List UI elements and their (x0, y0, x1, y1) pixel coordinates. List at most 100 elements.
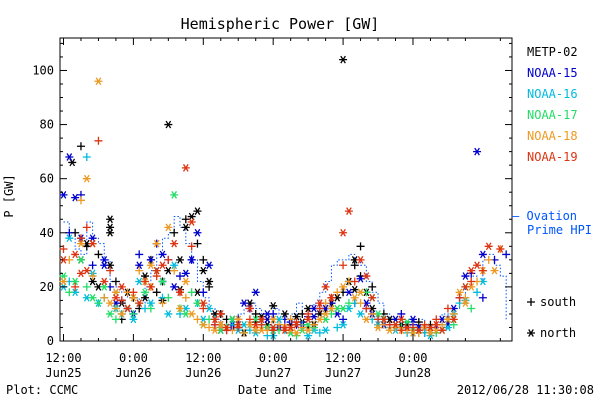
noaa-19-north-point (245, 304, 254, 313)
noaa-19-north-point (321, 283, 330, 291)
y-tick-label: 40 (40, 226, 54, 240)
metp-02-south-point (205, 282, 214, 291)
metp-02-north-point (88, 277, 97, 286)
noaa-18-north-point (175, 304, 184, 313)
legend-south-symbol (527, 298, 535, 306)
noaa-18-south-point (88, 272, 97, 281)
noaa-18-north-point (117, 310, 126, 318)
noaa-19-north-point (199, 299, 208, 307)
noaa-19-north-point (362, 272, 371, 280)
ovation-legend-line2: Prime HPI (527, 223, 592, 237)
noaa-15-south-point (175, 272, 184, 281)
y-tick-label: 0 (47, 334, 54, 348)
x-axis-label: Date and Time (238, 383, 332, 397)
noaa-19-north-point (397, 315, 406, 324)
noaa-16-north-point (356, 310, 365, 318)
noaa-19-north-point (461, 283, 470, 291)
x-tick-time-label: 12:00 (45, 351, 81, 365)
noaa-18-south-point (484, 255, 493, 264)
noaa-18-north-point (94, 77, 103, 86)
noaa-18-south-point (309, 320, 318, 329)
noaa-19-north-point (496, 245, 505, 253)
metp-02-north-point (106, 215, 115, 224)
noaa-19-north-point (175, 288, 184, 297)
x-tick-time-label: 12:00 (325, 351, 361, 365)
noaa-19-north-point (100, 277, 109, 286)
noaa-19-south-point (304, 309, 313, 318)
noaa-18-north-point (210, 326, 219, 335)
noaa-19-south-point (315, 304, 324, 313)
metp-02-north-point (199, 266, 208, 275)
noaa-15-south-point (502, 250, 511, 259)
noaa-18-north-point (356, 288, 365, 297)
chart-title: Hemispheric Power [GW] (181, 15, 380, 33)
x-tick-date-label: Jun27 (325, 366, 361, 380)
noaa-19-north-point (438, 326, 447, 335)
noaa-15-north-point (88, 234, 97, 243)
noaa-19-south-point (76, 234, 85, 243)
metp-02-north-point (181, 223, 190, 232)
y-tick-label: 60 (40, 172, 54, 186)
noaa-19-south-point (71, 282, 80, 291)
noaa-19-north-point (71, 250, 80, 259)
noaa-19-north-point (187, 218, 196, 226)
noaa-17-north-point (106, 310, 115, 318)
noaa-19-north-point (222, 323, 231, 332)
noaa-19-north-point (327, 293, 336, 302)
noaa-19-south-point (443, 304, 452, 313)
noaa-18-north-point (187, 310, 196, 318)
noaa-19-north-point (88, 239, 97, 248)
noaa-15-north-point (356, 274, 365, 283)
plot-border (59, 37, 513, 342)
noaa-16-south-point (333, 323, 342, 332)
noaa-18-north-point (292, 329, 301, 337)
noaa-15-north-point (205, 261, 214, 270)
noaa-17-south-point (467, 304, 476, 313)
noaa-17-north-point (76, 255, 85, 264)
noaa-16-north-point (129, 315, 138, 324)
noaa-16-south-point (473, 288, 482, 297)
noaa-17-south-point (65, 288, 74, 297)
noaa-18-north-point (269, 315, 278, 324)
noaa-17-south-point (94, 299, 103, 308)
noaa-19-north-point (315, 299, 324, 307)
noaa-19-south-point (129, 288, 138, 297)
noaa-19-north-point (170, 239, 179, 248)
noaa-16-north-point (65, 234, 74, 243)
noaa-18-north-point (146, 261, 155, 270)
plot-area (59, 37, 513, 342)
noaa-17-south-point (449, 320, 458, 329)
x-tick-date-label: Jun25 (45, 366, 81, 380)
noaa-19-north-point (269, 323, 278, 332)
noaa-17-south-point (187, 288, 196, 297)
noaa-19-north-point (467, 266, 476, 275)
metp-02-south-point (356, 242, 365, 251)
noaa-19-south-point (455, 293, 464, 302)
noaa-15-north-point (65, 153, 74, 161)
noaa-19-north-point (76, 269, 85, 278)
noaa-15-south-point (88, 261, 97, 270)
metp-02-north-point (193, 207, 202, 215)
noaa-16-north-point (164, 310, 173, 318)
noaa-15-south-point (397, 309, 406, 318)
noaa-18-north-point (461, 299, 470, 307)
noaa-19-north-point (216, 310, 225, 318)
ovation-legend-line1: — Ovation (512, 209, 577, 223)
noaa-15-north-point (158, 250, 167, 259)
noaa-15-north-point (240, 299, 249, 307)
noaa-19-south-point (94, 136, 103, 145)
noaa-19-north-point (280, 326, 289, 335)
noaa-15-north-point (193, 228, 202, 237)
noaa-18-north-point (164, 223, 173, 232)
noaa-19-south-point (420, 320, 429, 329)
noaa-17-north-point (141, 288, 150, 297)
metp-02-south-point (193, 239, 202, 248)
noaa-17-north-point (170, 191, 179, 199)
metp-02-south-point (414, 318, 423, 327)
noaa-15-north-point (473, 147, 482, 156)
noaa-18-north-point (408, 329, 417, 337)
data-markers (59, 55, 535, 340)
noaa-18-south-point (181, 293, 190, 302)
noaa-18-north-point (82, 174, 91, 183)
